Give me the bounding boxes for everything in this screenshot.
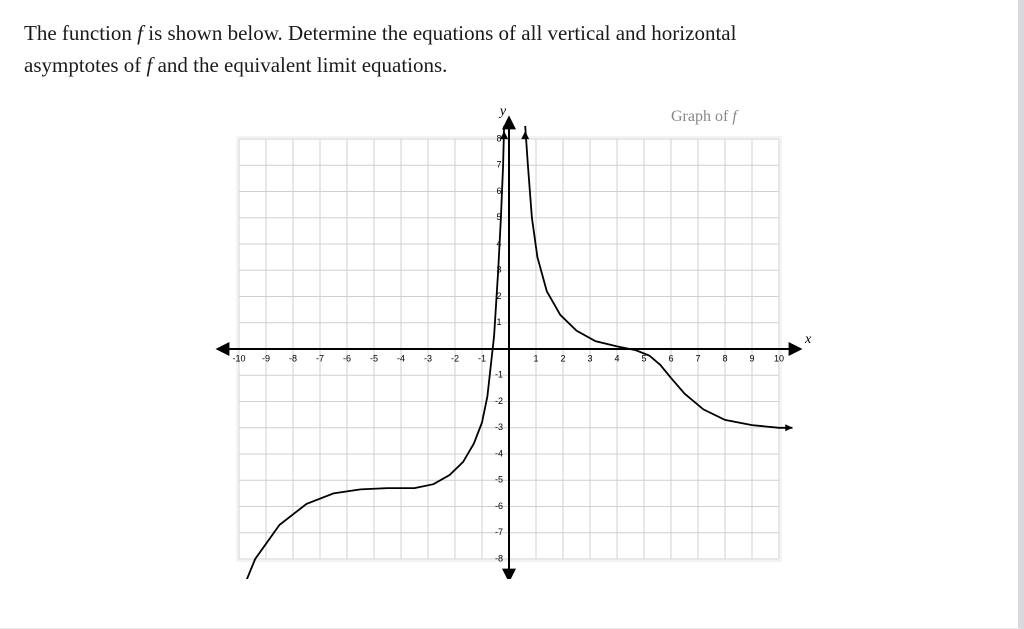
svg-text:-7: -7 bbox=[495, 527, 503, 537]
svg-text:y: y bbox=[498, 104, 507, 119]
svg-text:-4: -4 bbox=[495, 448, 503, 458]
svg-text:-1: -1 bbox=[495, 370, 503, 380]
svg-text:7: 7 bbox=[695, 353, 700, 363]
svg-text:8: 8 bbox=[722, 353, 727, 363]
svg-text:1: 1 bbox=[533, 353, 538, 363]
q-text-1: The function bbox=[24, 21, 137, 45]
svg-text:-8: -8 bbox=[495, 553, 503, 563]
svg-text:-6: -6 bbox=[495, 501, 503, 511]
svg-text:7: 7 bbox=[496, 160, 501, 170]
svg-text:-8: -8 bbox=[289, 353, 297, 363]
svg-text:-10: -10 bbox=[232, 353, 245, 363]
svg-text:9: 9 bbox=[749, 353, 754, 363]
svg-text:x: x bbox=[804, 332, 812, 347]
svg-text:-7: -7 bbox=[316, 353, 324, 363]
svg-text:-5: -5 bbox=[370, 353, 378, 363]
svg-text:6: 6 bbox=[496, 186, 501, 196]
q-text-2: is shown below. Determine the equations … bbox=[143, 21, 736, 45]
q-text-4: and the equivalent limit equations. bbox=[152, 53, 447, 77]
svg-text:6: 6 bbox=[668, 353, 673, 363]
svg-text:-5: -5 bbox=[495, 475, 503, 485]
svg-text:-3: -3 bbox=[424, 353, 432, 363]
svg-text:-3: -3 bbox=[495, 422, 503, 432]
svg-text:-6: -6 bbox=[343, 353, 351, 363]
svg-text:10: 10 bbox=[774, 353, 784, 363]
svg-text:-1: -1 bbox=[478, 353, 486, 363]
svg-text:-9: -9 bbox=[262, 353, 270, 363]
svg-text:2: 2 bbox=[560, 353, 565, 363]
svg-text:-4: -4 bbox=[397, 353, 405, 363]
q-text-3: asymptotes of bbox=[24, 53, 146, 77]
graph-svg: -10-9-8-7-6-5-4-3-2-112345678910-8-7-6-5… bbox=[189, 99, 829, 579]
svg-text:3: 3 bbox=[587, 353, 592, 363]
graph-container: -10-9-8-7-6-5-4-3-2-112345678910-8-7-6-5… bbox=[189, 99, 829, 579]
question-text: The function f is shown below. Determine… bbox=[24, 18, 994, 81]
svg-text:Graph of f: Graph of f bbox=[671, 108, 739, 125]
svg-text:4: 4 bbox=[614, 353, 619, 363]
svg-text:1: 1 bbox=[496, 317, 501, 327]
svg-text:-2: -2 bbox=[495, 396, 503, 406]
problem-page: The function f is shown below. Determine… bbox=[0, 0, 1024, 629]
svg-text:-2: -2 bbox=[451, 353, 459, 363]
